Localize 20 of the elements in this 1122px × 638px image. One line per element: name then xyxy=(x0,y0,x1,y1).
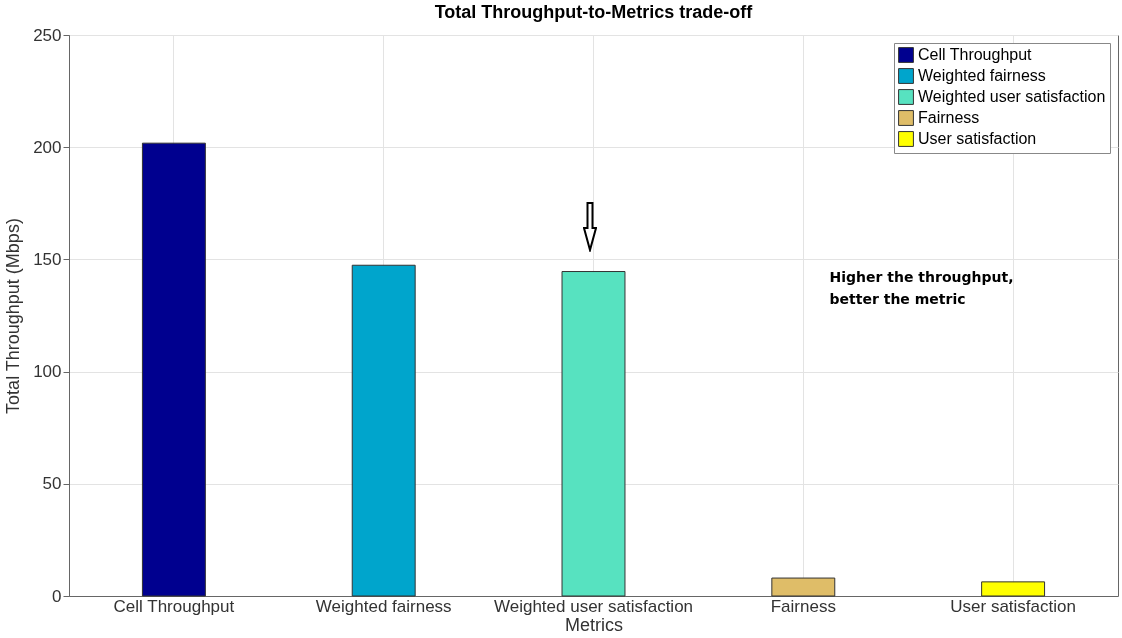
x-tick-label: Fairness xyxy=(770,596,836,616)
x-tick-label: User satisfaction xyxy=(950,596,1076,616)
x-tick-label: Weighted user satisfaction xyxy=(493,596,694,616)
y-tick-label: 0 xyxy=(52,586,62,606)
x-tick-label: Cell Throughput xyxy=(113,596,235,616)
y-tick-label: 250 xyxy=(33,25,62,45)
legend-label: Weighted fairness xyxy=(918,67,1046,84)
legend-label: User satisfaction xyxy=(918,130,1037,147)
y-axis-title: Total Throughput (Mbps) xyxy=(3,218,24,414)
x-axis-title: Metrics xyxy=(565,614,623,635)
y-tick-label: 100 xyxy=(33,362,62,382)
y-tick-label: 150 xyxy=(33,249,62,269)
y-tick-label: 50 xyxy=(42,474,62,494)
annotation: Higher the throughput, better the metric xyxy=(829,268,1014,307)
legend-label: Fairness xyxy=(918,109,980,126)
legend-label: Cell Throughput xyxy=(918,46,1033,63)
y-tick-label: 200 xyxy=(33,137,62,157)
x-tick-label: Weighted fairness xyxy=(315,596,452,616)
chart-title: Total Throughput-to-Metrics trade-off xyxy=(434,2,754,22)
legend-label: Weighted user satisfaction xyxy=(918,88,1106,105)
